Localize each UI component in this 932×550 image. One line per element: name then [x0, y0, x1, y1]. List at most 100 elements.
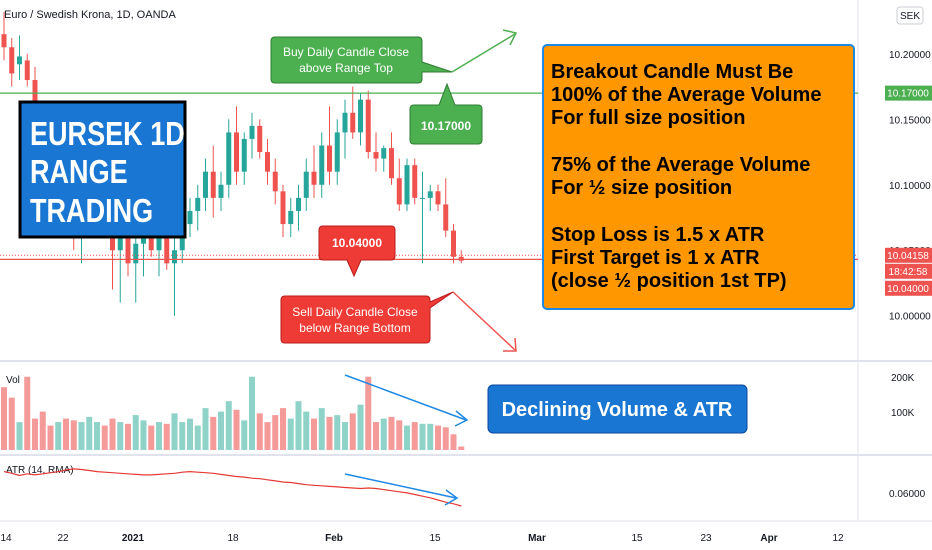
candle-body — [226, 132, 232, 185]
range-bottom-level-tag: 10.04000 — [318, 225, 396, 278]
buy-callout-line: Buy Daily Candle Close — [283, 45, 409, 59]
candle — [226, 119, 232, 198]
candle-body — [187, 210, 193, 225]
candle — [280, 184, 286, 238]
candle — [381, 145, 387, 172]
volume-bar — [388, 416, 395, 450]
candle-body — [303, 171, 309, 198]
atr-tick: 0.06000 — [889, 489, 926, 500]
candle — [265, 138, 270, 185]
candle-body — [381, 148, 387, 159]
candle-body — [9, 47, 15, 74]
buy-callout-line: above Range Top — [299, 61, 393, 75]
candle — [24, 53, 30, 87]
candle — [412, 158, 418, 205]
volume-bar — [373, 422, 379, 450]
volume-bar — [233, 409, 240, 450]
volume-bar — [427, 423, 434, 450]
volume-pane-label: Vol — [6, 375, 20, 386]
candle — [172, 237, 177, 316]
candle-body — [125, 237, 131, 264]
candle — [404, 158, 410, 211]
candle — [218, 171, 224, 211]
candle — [389, 132, 394, 185]
volume-series — [1, 376, 465, 450]
range-bottom-axis-label: 10.04000 — [887, 284, 929, 295]
candle-body — [17, 56, 22, 65]
time-label: 15 — [631, 533, 643, 544]
range-bottom-level-tag-text: 10.04000 — [332, 236, 382, 250]
title-line: EURSEK 1D — [30, 117, 185, 153]
time-label: Mar — [528, 533, 546, 544]
candle-body — [156, 237, 162, 251]
volume-bar — [450, 434, 457, 450]
candle-body — [32, 80, 38, 109]
volume-bar — [442, 427, 449, 450]
candle — [272, 158, 278, 205]
volume-bar — [218, 411, 224, 450]
sell-callout: Sell Daily Candle Close below Range Bott… — [280, 291, 454, 344]
time-label: 2021 — [122, 533, 145, 544]
symbol-title: Euro / Swedish Krona, 1D, OANDA — [4, 9, 176, 21]
candle-body — [350, 112, 356, 133]
candle-body — [148, 230, 154, 251]
last-price-axis-label: 10.04158 — [887, 251, 929, 262]
volume-bar — [396, 420, 403, 450]
volume-bar — [264, 422, 271, 450]
volume-bar — [1, 387, 7, 450]
volume-bar — [117, 422, 124, 450]
candle-body — [218, 184, 224, 198]
declining-note-box: Declining Volume & ATR — [487, 384, 748, 434]
candle-body — [234, 132, 239, 172]
volume-bar — [179, 422, 186, 450]
time-label: 23 — [700, 533, 712, 544]
buy-breakout-arrow-shaft — [451, 33, 516, 73]
volume-bar — [380, 418, 387, 450]
candle-body — [195, 197, 201, 211]
candle-body — [210, 171, 216, 198]
sell-callout-line: below Range Bottom — [299, 321, 410, 335]
title-line: TRADING — [30, 194, 153, 230]
volume-bar — [404, 425, 410, 450]
volume-tick-200k: 200K — [891, 373, 915, 384]
price-tick-label: 10.10000 — [889, 181, 931, 192]
volume-bar — [78, 422, 85, 450]
candle-body — [164, 237, 170, 264]
candle — [241, 132, 247, 185]
candle — [350, 86, 356, 139]
currency-badge[interactable]: SEK — [896, 6, 924, 25]
volume-bar — [101, 425, 108, 450]
price-tick-label: 10.00000 — [889, 312, 931, 323]
volume-bar — [326, 416, 333, 450]
candle-body — [420, 197, 425, 199]
candle-body — [249, 125, 255, 139]
candle-body — [172, 250, 177, 264]
volume-bar — [295, 401, 302, 450]
candle-body — [1, 34, 7, 48]
candle — [210, 145, 216, 218]
candle — [187, 197, 193, 238]
volume-bar — [419, 423, 426, 450]
volume-bar — [311, 418, 317, 450]
candle — [296, 184, 301, 231]
time-label: 12 — [832, 533, 844, 544]
candle — [334, 119, 340, 185]
range-top-level-tag: 10.17000 — [409, 82, 483, 145]
candle-body — [241, 138, 247, 172]
range-top-level-tag-text: 10.17000 — [421, 119, 471, 133]
sell-breakdown-arrow-head — [503, 337, 517, 352]
candle — [257, 119, 263, 159]
candle-body — [24, 60, 30, 81]
candle — [195, 184, 201, 231]
volume-bar — [140, 420, 147, 450]
volume-bar — [249, 376, 255, 450]
candle — [443, 178, 449, 238]
volume-bar — [303, 411, 310, 450]
countdown-label: 18:42:58 — [889, 267, 928, 278]
volume-bar — [125, 423, 131, 450]
volume-bar — [365, 376, 372, 450]
candle-body — [451, 230, 456, 257]
candle — [358, 93, 363, 146]
rules-line: 100% of the Average Volume — [551, 84, 821, 106]
